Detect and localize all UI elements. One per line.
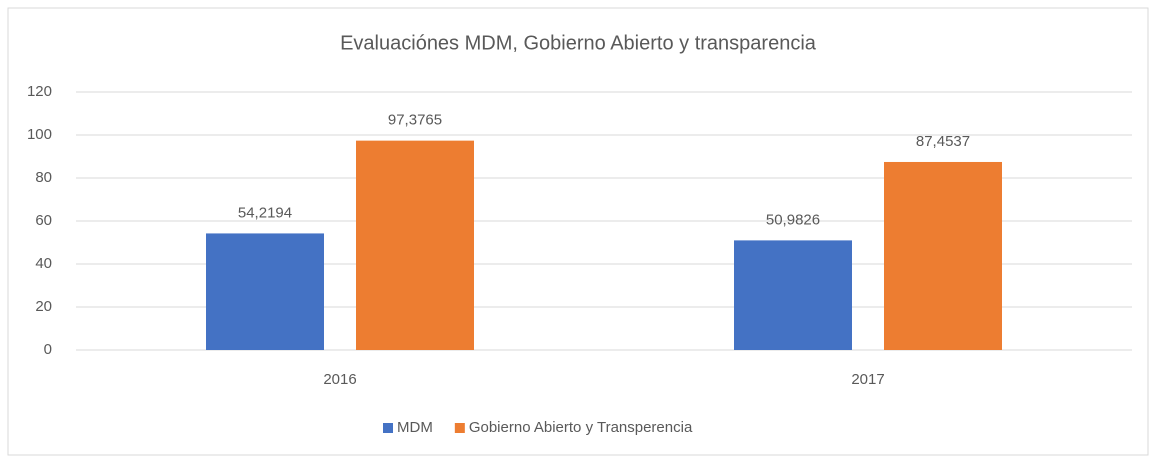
bar [884,161,1002,350]
bar [734,240,852,350]
y-tick-label: 100 [27,126,52,143]
y-tick-label: 20 [35,298,52,315]
y-tick-label: 0 [44,341,52,358]
data-label: 54,2194 [238,204,292,221]
x-tick-label: 2016 [323,371,356,388]
y-tick-label: 60 [35,212,52,229]
data-label: 87,4537 [916,133,970,150]
chart-title: Evaluaciónes MDM, Gobierno Abierto y tra… [340,32,817,54]
y-tick-label: 120 [27,83,52,100]
legend-label: Gobierno Abierto y Transperencia [469,419,693,436]
data-label: 97,3765 [388,112,442,129]
legend-label: MDM [397,419,433,436]
legend-swatch [454,423,465,433]
bar [356,140,474,350]
x-tick-label: 2017 [851,371,884,388]
y-tick-label: 80 [35,169,52,186]
legend-swatch [383,423,393,433]
bar [206,233,324,350]
data-label: 50,9826 [766,211,820,228]
y-tick-label: 40 [35,255,52,272]
